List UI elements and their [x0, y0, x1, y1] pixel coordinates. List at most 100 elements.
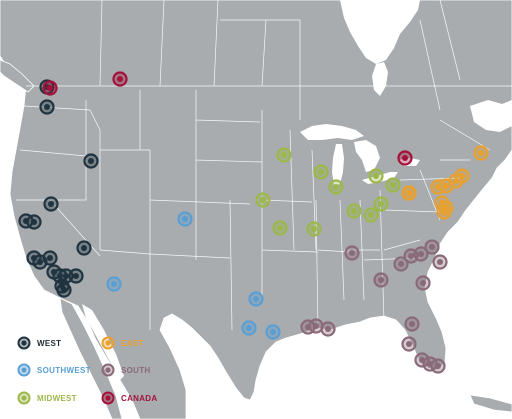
midwest-location-marker[interactable] [272, 220, 288, 236]
border-line [99, 0, 103, 87]
vancouver-island-land [0, 59, 35, 93]
south-location-marker[interactable] [403, 248, 419, 264]
west-legend-icon [17, 336, 31, 350]
border-line [16, 199, 101, 257]
border-line [379, 189, 385, 321]
southwest-location-marker[interactable] [265, 324, 281, 340]
location-markers [18, 71, 489, 374]
west-location-marker[interactable] [68, 268, 84, 284]
border-line [149, 199, 251, 205]
border-line [311, 149, 317, 251]
legend-label-east: EAST [121, 338, 144, 348]
midwest-location-marker[interactable] [373, 196, 389, 212]
east-location-marker[interactable] [454, 168, 470, 184]
legend-item-east: EAST [101, 336, 144, 350]
south-location-marker[interactable] [404, 316, 420, 332]
southwest-location-marker[interactable] [248, 291, 264, 307]
legend-label-south: SOUTH [121, 365, 151, 375]
south-location-marker[interactable] [415, 275, 431, 291]
midwest-location-marker[interactable] [368, 168, 384, 184]
midwest-legend-icon [17, 391, 31, 405]
lake-huron-water [354, 140, 380, 172]
midwest-location-marker[interactable] [346, 203, 362, 219]
legend-label-west: WEST [37, 338, 62, 348]
southwest-location-marker[interactable] [106, 276, 122, 292]
border-line [159, 0, 165, 87]
midwest-location-marker[interactable] [255, 192, 271, 208]
border-line [315, 199, 319, 331]
midwest-location-marker[interactable] [363, 207, 379, 223]
cuba-land [469, 394, 512, 413]
south-location-marker[interactable] [393, 256, 409, 272]
border-line [19, 149, 87, 157]
west-location-marker[interactable] [76, 240, 92, 256]
legend-label-canada: CANADA [121, 393, 158, 403]
south-location-marker[interactable] [424, 239, 440, 255]
southwest-location-marker[interactable] [177, 211, 193, 227]
west-location-marker[interactable] [56, 282, 72, 298]
hudson-bay-water [340, 0, 420, 64]
canada-legend-icon [101, 391, 115, 405]
legend-item-west: WEST [17, 336, 61, 350]
canada-location-marker[interactable] [112, 71, 128, 87]
southwest-legend-icon [17, 363, 31, 377]
border-line [23, 105, 91, 111]
midwest-location-marker[interactable] [276, 147, 292, 163]
state-borders [16, 0, 512, 331]
legend-item-canada: CANADA [101, 391, 157, 405]
legend-item-midwest: MIDWEST [17, 391, 77, 405]
west-location-marker[interactable] [42, 250, 58, 266]
south-location-marker[interactable] [430, 358, 446, 374]
border-line [89, 109, 101, 200]
east-location-marker[interactable] [473, 145, 489, 161]
border-line [195, 119, 261, 123]
border-line [229, 199, 233, 331]
border-line [195, 159, 263, 163]
border-line [261, 249, 319, 253]
south-location-marker[interactable] [344, 245, 360, 261]
west-location-marker[interactable] [43, 196, 59, 212]
border-line [439, 0, 461, 81]
west-location-marker[interactable] [83, 153, 99, 169]
south-location-marker[interactable] [320, 321, 336, 337]
east-legend-icon [101, 336, 115, 350]
midwest-location-marker[interactable] [306, 221, 322, 237]
midwest-location-marker[interactable] [385, 177, 401, 193]
south-location-marker[interactable] [401, 336, 417, 352]
border-line [419, 19, 441, 111]
south-location-marker[interactable] [413, 246, 429, 262]
east-location-marker[interactable] [401, 185, 417, 201]
south-location-marker[interactable] [432, 254, 448, 270]
border-line [289, 129, 295, 251]
canada-location-marker[interactable] [42, 80, 58, 96]
border-line [149, 253, 231, 259]
legend-item-southwest: SOUTHWEST [17, 363, 91, 377]
border-line [383, 239, 421, 251]
midwest-location-marker[interactable] [328, 179, 344, 195]
border-line [339, 199, 345, 301]
border-line [213, 0, 219, 87]
south-location-marker[interactable] [308, 318, 324, 334]
border-line [439, 119, 491, 151]
lake-superior-water [300, 124, 364, 140]
gulf-st-lawrence-water [470, 100, 512, 132]
west-location-marker[interactable] [39, 99, 55, 115]
east-location-marker[interactable] [448, 173, 464, 189]
legend-label-southwest: SOUTHWEST [37, 365, 91, 375]
baja-california-land [59, 297, 123, 419]
south-legend-icon [101, 363, 115, 377]
lake-michigan-water [332, 144, 344, 186]
legend-item-south: SOUTH [101, 363, 151, 377]
southwest-location-marker[interactable] [241, 320, 257, 336]
legend-label-midwest: MIDWEST [37, 393, 77, 403]
canada-location-marker[interactable] [397, 150, 413, 166]
border-line [383, 209, 441, 213]
border-line [359, 199, 365, 301]
west-location-marker[interactable] [26, 214, 42, 230]
east-location-marker[interactable] [436, 204, 452, 220]
midwest-location-marker[interactable] [313, 164, 329, 180]
border-line [99, 249, 151, 255]
south-location-marker[interactable] [373, 272, 389, 288]
